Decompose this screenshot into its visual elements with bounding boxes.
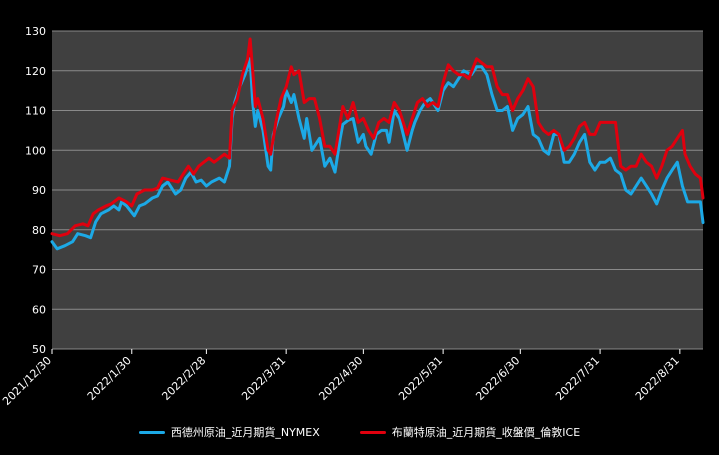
x-tick-label: 2022/2/28	[159, 354, 208, 403]
legend-item-brent: 布蘭特原油_近月期貨_收盤價_倫敦ICE	[359, 424, 581, 440]
legend-item-wti: 西德州原油_近月期貨_NYMEX	[138, 424, 320, 440]
gridlines	[52, 30, 703, 350]
y-tick-label: 70	[32, 264, 46, 277]
y-tick-label: 130	[25, 25, 46, 38]
x-tick-label: 2022/6/30	[473, 354, 522, 403]
y-tick-label: 50	[32, 343, 46, 356]
legend-swatch-wti	[138, 430, 165, 434]
x-tick-label: 2021/12/30	[0, 354, 54, 408]
series-lines	[50, 37, 705, 251]
legend: 西德州原油_近月期貨_NYMEX 布蘭特原油_近月期貨_收盤價_倫敦ICE	[0, 420, 719, 444]
y-tick-label: 110	[25, 105, 46, 118]
y-tick-label: 120	[25, 65, 46, 78]
legend-label-wti: 西德州原油_近月期貨_NYMEX	[170, 426, 320, 439]
x-tick-label: 2022/3/31	[239, 354, 288, 403]
x-tick-label: 2022/4/30	[316, 354, 365, 403]
y-tick-label: 80	[32, 224, 46, 237]
y-axis-tick-labels: 50 60 70 80 90 100 110 120 130	[25, 25, 46, 356]
x-tick-label: 2022/5/31	[396, 354, 445, 403]
x-tick-label: 2022/1/30	[85, 354, 134, 403]
series-line-wti	[50, 57, 705, 251]
y-tick-label: 90	[32, 184, 46, 197]
x-tick-label: 2022/8/31	[633, 354, 682, 403]
legend-label-brent: 布蘭特原油_近月期貨_收盤價_倫敦ICE	[391, 426, 581, 439]
x-axis-tick-labels: 2021/12/30 2022/1/30 2022/2/28 2022/3/31 202…	[0, 349, 682, 408]
x-tick-label: 2022/7/31	[553, 354, 602, 403]
series-line-brent	[50, 37, 705, 238]
legend-swatch-brent	[359, 430, 386, 434]
y-tick-label: 100	[25, 144, 46, 157]
y-tick-label: 60	[32, 303, 46, 316]
